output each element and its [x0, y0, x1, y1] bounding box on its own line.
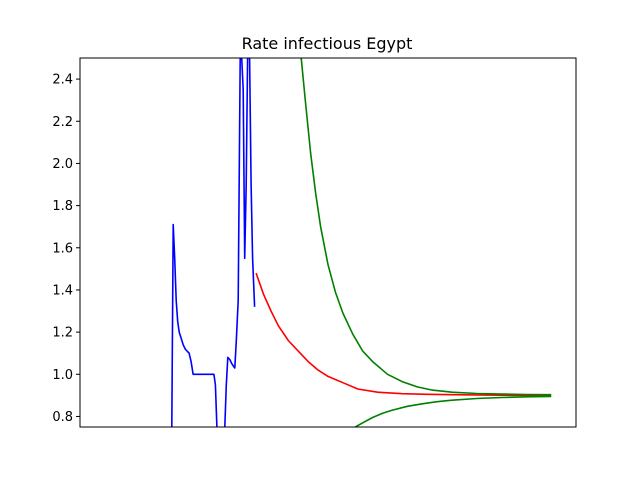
- y-tick-label: 1.6: [52, 241, 73, 256]
- series-3-line-1: [300, 58, 552, 396]
- plot-frame: [79, 57, 577, 428]
- y-tick-label: 2.0: [52, 157, 73, 172]
- series-layer: [171, 58, 552, 427]
- y-tick-label: 1.4: [52, 283, 73, 298]
- y-tick-label: 1.2: [52, 326, 73, 341]
- y-tick-label: 1.8: [52, 199, 73, 214]
- y-tick-label: 0.8: [52, 410, 73, 425]
- y-axis: 0.8 1.0 1.2 1.4 1.6 1.8 2.0 2.2 2.4: [52, 73, 80, 425]
- series-2-line-1: [255, 272, 552, 397]
- chart-title: Rate infectious Egypt: [242, 34, 413, 53]
- series-1-line-2: [224, 58, 256, 427]
- series-1-line-1: [171, 223, 218, 427]
- y-tick-label: 1.0: [52, 368, 73, 383]
- y-tick-label: 2.2: [52, 115, 73, 130]
- series-3-line-2: [354, 395, 552, 427]
- y-tick-label: 2.4: [52, 73, 73, 88]
